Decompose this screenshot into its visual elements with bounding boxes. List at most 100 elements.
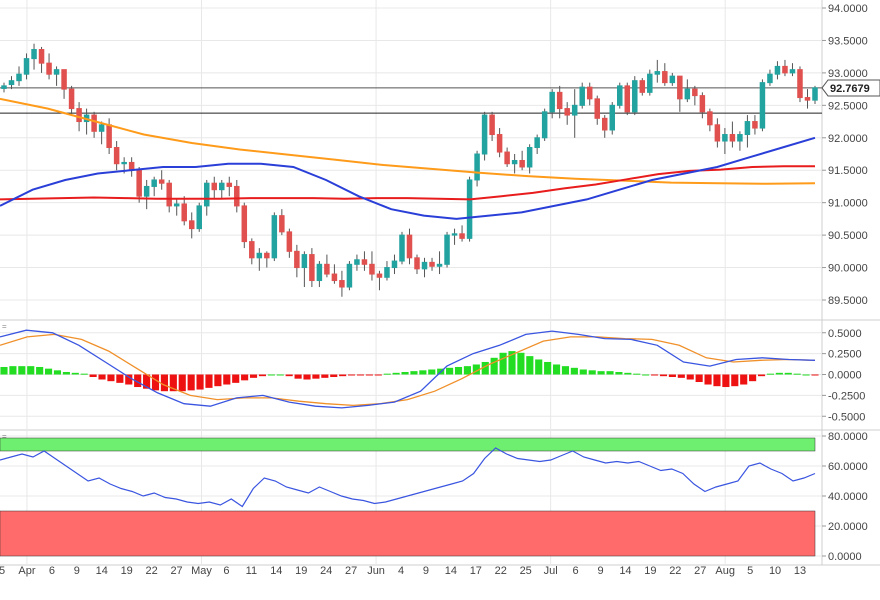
x-tick-label: 27: [694, 565, 706, 577]
candle-body: [729, 134, 736, 142]
candle-body: [511, 159, 518, 165]
candle-body: [549, 91, 555, 113]
macd-histogram-bar: [668, 374, 676, 378]
candle-body: [211, 182, 218, 191]
candle-body: [789, 69, 796, 74]
x-tick-label: 27: [345, 565, 357, 577]
x-tick-label: 19: [644, 565, 656, 577]
candle-body: [91, 114, 97, 132]
macd-histogram-bar: [80, 373, 88, 375]
candle-body: [782, 65, 788, 74]
macd-histogram-bar: [463, 366, 471, 375]
macd-histogram-bar: [294, 374, 302, 379]
candle-body: [594, 98, 600, 119]
candle-body: [586, 86, 593, 100]
macd-histogram-bar: [53, 370, 62, 375]
macd-histogram-bar: [615, 371, 623, 375]
candle-body: [286, 231, 293, 252]
macd-histogram-bar: [419, 370, 427, 375]
macd-histogram-bar: [570, 367, 578, 375]
macd-histogram-bar: [187, 374, 195, 391]
macd-histogram-bar: [89, 374, 97, 378]
x-tick-label: 19: [295, 565, 307, 577]
candle-body: [203, 182, 210, 207]
macd-histogram-bar: [740, 374, 748, 385]
candle-body: [444, 234, 450, 265]
x-tick-label: 6: [49, 565, 55, 577]
macd-histogram-bar: [579, 369, 587, 375]
x-tick-label: Jul: [544, 565, 558, 577]
candle-body: [241, 205, 248, 243]
candle-body: [601, 117, 608, 131]
candle-body: [752, 121, 758, 129]
macd-histogram-bar: [0, 366, 8, 375]
candle-body: [121, 161, 127, 165]
candle-body: [188, 220, 195, 230]
macd-histogram-bar: [722, 374, 730, 388]
candle-body: [354, 259, 360, 265]
candle-body: [459, 233, 465, 239]
macd-histogram-bar: [481, 361, 489, 375]
macd-histogram-bar: [276, 374, 284, 376]
x-tick-label: 17: [470, 565, 482, 577]
sma-red-line: [0, 165, 815, 201]
macd-histogram-bar: [62, 371, 70, 375]
x-tick-label: 13: [794, 565, 806, 577]
candle-body: [1, 85, 7, 89]
macd-histogram-bar: [695, 374, 703, 383]
y-tick-label: 89.5000: [828, 295, 868, 307]
macd-histogram-bar: [241, 374, 249, 381]
candle-body: [534, 137, 540, 149]
macd-histogram-bar: [9, 366, 17, 375]
candle-body: [639, 80, 646, 93]
y-tick-label: 94.0000: [828, 3, 868, 15]
x-axis: 5 Apr 6 9 14 19 22 27 May 6 11 14 19 24 27 Jun 4 9 14 17 22 2…: [0, 565, 806, 577]
macd-histogram-bar: [784, 372, 792, 375]
macd-histogram-bar: [606, 371, 614, 375]
y-tick-label: -0.5000: [828, 411, 865, 423]
x-tick-label: Jun: [367, 565, 385, 577]
candle-body: [804, 97, 811, 101]
candle-body: [399, 234, 405, 262]
macd-histogram-bar: [249, 374, 258, 378]
macd-histogram-bar: [544, 361, 552, 375]
candle-body: [181, 203, 187, 222]
candle-body: [541, 111, 548, 139]
macd-histogram-bar: [686, 374, 694, 380]
macd-histogram-bar: [312, 374, 320, 379]
candle-body: [699, 95, 706, 113]
candle-body: [331, 273, 338, 282]
candle-body: [31, 49, 37, 60]
panel-handle-icon: =: [2, 432, 7, 441]
last-price-label: 92.7679: [830, 83, 870, 95]
candle-body: [714, 124, 721, 142]
macd-histogram-bar: [757, 374, 766, 377]
candle-body: [504, 151, 510, 165]
macd-histogram-bar: [169, 374, 177, 392]
x-tick-label: 5: [0, 565, 5, 577]
y-tick-label: 93.5000: [828, 35, 868, 47]
macd-histogram-bar: [71, 372, 79, 375]
x-tick-label: 9: [74, 565, 80, 577]
candle-body: [76, 108, 82, 123]
macd-histogram-bar: [44, 368, 53, 375]
macd-histogram-bar: [766, 373, 775, 375]
x-tick-label: 14: [270, 565, 282, 577]
macd-histogram-bar: [561, 366, 570, 375]
x-tick-label: 22: [146, 565, 158, 577]
candle-body: [384, 267, 390, 278]
macd-histogram-bar: [517, 352, 525, 375]
y-tick-label: 90.5000: [828, 230, 868, 242]
y-tick-label: 91.5000: [828, 165, 868, 177]
candle-body: [23, 58, 30, 75]
candle-body: [579, 86, 585, 106]
candle-body: [429, 261, 435, 267]
candle-body: [166, 182, 172, 207]
macd-histogram-bar: [258, 374, 267, 377]
candle-body: [797, 69, 803, 99]
candle-body: [361, 259, 368, 265]
macd-histogram-bar: [552, 364, 561, 375]
candle-body: [481, 114, 488, 155]
macd-panel: [0, 329, 819, 409]
candle-body: [414, 257, 420, 270]
